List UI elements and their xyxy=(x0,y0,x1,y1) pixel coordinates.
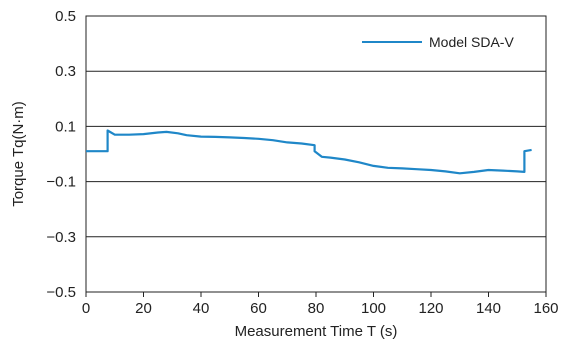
x-tick-label: 40 xyxy=(193,300,210,317)
legend-label: Model SDA-V xyxy=(429,34,514,50)
x-tick-label: 20 xyxy=(135,300,152,317)
x-tick-label: 160 xyxy=(533,300,558,317)
y-tick-label: 0.1 xyxy=(55,118,76,135)
x-tick-label: 140 xyxy=(476,300,501,317)
x-tick-label: 100 xyxy=(361,300,386,317)
y-tick-label: −0.5 xyxy=(46,284,76,301)
y-tick-label: 0.5 xyxy=(55,8,76,25)
x-axis-label: Measurement Time T (s) xyxy=(235,323,398,340)
y-tick-label: −0.3 xyxy=(46,229,76,246)
x-axis-ticks: 0 20 40 60 80 100 120 140 160 xyxy=(82,292,559,317)
y-tick-label: −0.1 xyxy=(46,174,76,191)
x-tick-label: 120 xyxy=(418,300,443,317)
legend: Model SDA-V xyxy=(362,34,514,50)
y-axis-label: Torque Tq(N·m) xyxy=(10,101,27,207)
y-tick-label: 0.3 xyxy=(55,63,76,80)
series-lines xyxy=(86,129,532,175)
x-tick-label: 0 xyxy=(82,300,90,317)
series-line xyxy=(86,129,532,175)
grid-lines xyxy=(86,70,546,238)
y-axis-ticks: −0.5 −0.3 −0.1 0.1 0.3 0.5 xyxy=(46,8,76,301)
plot-frame xyxy=(85,15,547,293)
x-tick-label: 80 xyxy=(308,300,325,317)
x-tick-label: 60 xyxy=(250,300,267,317)
